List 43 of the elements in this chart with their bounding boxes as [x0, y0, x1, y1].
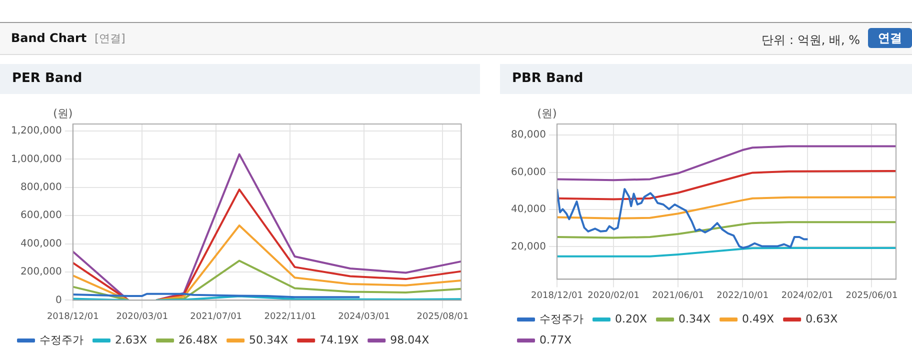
chart-title: PBR Band: [500, 64, 912, 94]
text: Band Chart: [11, 31, 87, 45]
x-tick-label: 2020/02/01: [588, 290, 640, 301]
text: 단위 : 억원, 배, %: [762, 32, 860, 49]
legend-label: 74.19X: [320, 333, 360, 346]
y-tick-label: 600,000: [20, 210, 62, 222]
y-tick-label: 40,000: [510, 204, 546, 216]
x-tick-label: 2021/07/01: [190, 312, 242, 322]
x-tick-label: 2021/06/01: [652, 290, 704, 301]
text: [연결]: [94, 31, 126, 46]
chart-title: PER Band: [0, 64, 480, 94]
y-tick-label: 1,200,000: [10, 126, 62, 137]
x-tick-label: 2024/02/01: [781, 290, 834, 301]
x-tick-label: 2020/03/01: [116, 312, 168, 322]
legend-label: 0.20X: [615, 312, 648, 326]
x-tick-label: 2024/03/01: [338, 312, 390, 322]
legend-label: 26.48X: [178, 333, 218, 346]
legend-label: 수정주가: [540, 312, 584, 326]
x-tick-label: 2018/12/01: [46, 312, 99, 322]
y-tick-label: 60,000: [510, 166, 546, 178]
legend-label: 2.63X: [115, 333, 148, 346]
legend-label: 50.34X: [249, 333, 289, 346]
x-tick-label: 2022/10/01: [716, 290, 769, 301]
y-axis-title: (원): [537, 106, 557, 120]
legend-label: 0.77X: [540, 333, 572, 346]
legend-label: 0.34X: [678, 312, 712, 326]
text: 연결: [868, 28, 912, 48]
x-tick-label: 2018/12/01: [531, 290, 583, 301]
y-tick-label: 1,000,000: [10, 154, 62, 165]
y-axis-title: (원): [53, 106, 73, 120]
y-tick-label: 0: [56, 294, 62, 306]
legend-label: 98.04X: [390, 333, 430, 346]
y-tick-label: 20,000: [510, 241, 546, 252]
legend-label: 수정주가: [40, 333, 84, 346]
y-tick-label: 400,000: [20, 238, 62, 250]
y-tick-label: 80,000: [510, 130, 546, 141]
y-tick-label: 800,000: [20, 182, 62, 194]
y-tick-label: 200,000: [20, 266, 62, 278]
x-tick-label: 2025/08/01: [416, 312, 469, 322]
legend-label: 0.49X: [742, 312, 775, 326]
x-tick-label: 2022/11/01: [264, 312, 316, 322]
x-tick-label: 2025/06/01: [846, 290, 898, 301]
legend-label: 0.63X: [806, 312, 838, 326]
